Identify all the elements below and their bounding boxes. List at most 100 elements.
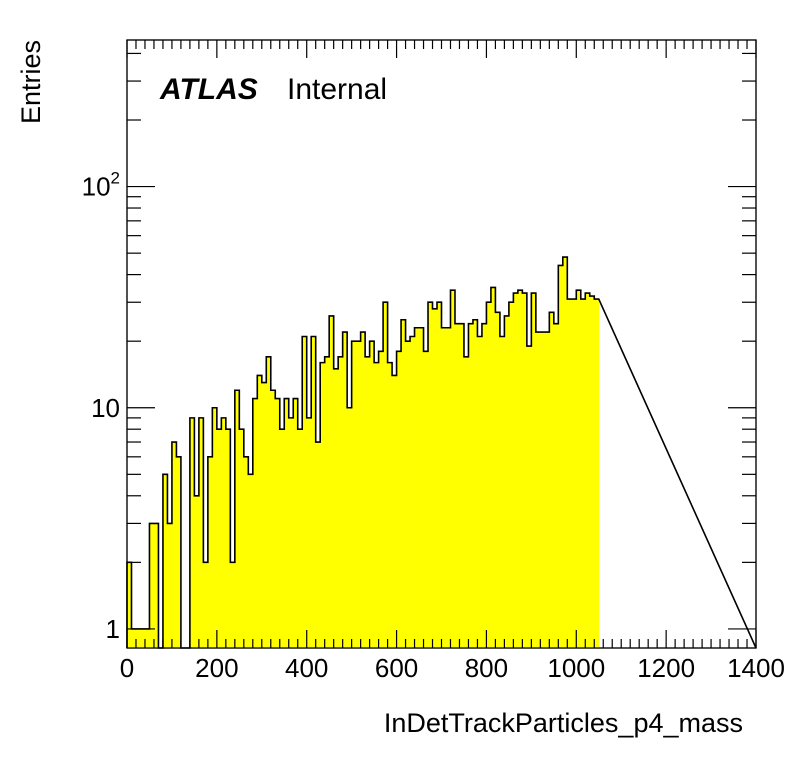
histogram-bar bbox=[396, 351, 402, 648]
histogram-bar bbox=[526, 346, 532, 648]
histogram-bar bbox=[517, 290, 523, 648]
histogram-bar bbox=[203, 562, 209, 648]
histogram-bar bbox=[477, 336, 483, 648]
histogram-layer bbox=[126, 256, 757, 649]
y-tick-label: 1 bbox=[106, 614, 120, 644]
histogram-bar bbox=[450, 290, 456, 648]
histogram-bar bbox=[369, 341, 375, 648]
histogram-bar bbox=[508, 302, 514, 648]
histogram-bar bbox=[472, 319, 478, 648]
histogram-bar bbox=[490, 287, 496, 648]
histogram-bar bbox=[347, 407, 353, 648]
histogram-bar bbox=[594, 299, 600, 648]
histogram-bar bbox=[284, 398, 290, 648]
histogram-bar bbox=[410, 336, 415, 648]
histogram-bar bbox=[252, 398, 258, 648]
histogram-bar bbox=[189, 417, 195, 648]
histogram-bar bbox=[324, 356, 330, 648]
histogram-bar bbox=[171, 442, 177, 648]
x-tick-label: 1200 bbox=[637, 653, 695, 683]
histogram-bar bbox=[225, 429, 231, 648]
histogram-bar bbox=[589, 296, 595, 648]
histogram-bar bbox=[544, 332, 550, 648]
histogram-bar bbox=[558, 265, 564, 648]
x-tick-label: 400 bbox=[285, 653, 328, 683]
histogram-bar bbox=[535, 332, 541, 648]
histogram-bar bbox=[140, 628, 146, 648]
histogram-bar bbox=[522, 293, 528, 648]
y-tick-label: 10 bbox=[91, 393, 120, 423]
histogram-bar bbox=[234, 390, 240, 648]
histogram-bar bbox=[504, 315, 510, 648]
histogram-bar bbox=[423, 351, 429, 648]
histogram-bar bbox=[288, 417, 294, 648]
histogram-bar bbox=[329, 315, 335, 648]
histogram-bar bbox=[176, 456, 182, 648]
histogram-bar bbox=[212, 407, 218, 648]
histogram-bar bbox=[441, 327, 447, 648]
histogram-bar bbox=[432, 308, 438, 648]
histogram-bar bbox=[221, 417, 227, 648]
histogram-bar bbox=[131, 628, 137, 648]
axes-layer: 0 200 400 600 800 1000 1200 1400 1 10 102 bbox=[82, 40, 785, 683]
histogram-bar bbox=[428, 302, 433, 648]
histogram-bar bbox=[531, 293, 537, 648]
histogram-bar bbox=[149, 523, 155, 648]
histogram-bar bbox=[342, 332, 348, 648]
histogram-bar bbox=[405, 341, 411, 648]
histogram-bar bbox=[338, 356, 344, 648]
histogram-bar bbox=[198, 417, 204, 648]
histogram-bar bbox=[162, 474, 168, 648]
histogram-bar bbox=[585, 293, 591, 648]
x-axis-title: InDetTrackParticles_p4_mass bbox=[384, 708, 743, 738]
histogram-bar bbox=[419, 327, 424, 648]
y-axis-title: Entries bbox=[16, 40, 46, 124]
histogram-bar bbox=[481, 323, 487, 648]
histogram-bar bbox=[297, 429, 303, 648]
histogram-bar bbox=[315, 442, 321, 648]
histogram-bar bbox=[392, 375, 397, 648]
histogram-bar bbox=[167, 523, 173, 648]
x-tick-label: 0 bbox=[120, 653, 134, 683]
histogram-bar bbox=[365, 356, 371, 648]
histogram-bar bbox=[306, 417, 312, 648]
histogram-bar bbox=[580, 299, 586, 648]
histogram-bar bbox=[553, 323, 559, 648]
histogram-bar bbox=[486, 302, 492, 648]
x-tick-label: 600 bbox=[375, 653, 418, 683]
x-tick-label: 1400 bbox=[727, 653, 785, 683]
histogram-bar bbox=[454, 323, 460, 648]
histogram-bar bbox=[401, 319, 406, 648]
histogram-bar bbox=[333, 368, 339, 648]
status-label: Internal bbox=[287, 73, 387, 106]
plot-frame-overlay bbox=[126, 39, 757, 649]
histogram-bar bbox=[356, 341, 362, 648]
histogram-bar bbox=[216, 429, 222, 648]
histogram-bar bbox=[243, 456, 249, 648]
histogram-bar bbox=[194, 495, 200, 648]
histogram-bar bbox=[383, 302, 388, 648]
histogram-bar bbox=[414, 327, 420, 648]
histogram-bar bbox=[257, 375, 263, 648]
experiment-label: ATLAS bbox=[159, 73, 258, 106]
histogram-bar bbox=[293, 398, 299, 648]
histogram-bar bbox=[230, 562, 236, 648]
histogram-bar bbox=[459, 323, 465, 648]
histogram-bar bbox=[374, 362, 379, 648]
histogram-bar bbox=[468, 323, 474, 648]
histogram-bar bbox=[239, 429, 245, 648]
histogram-bar bbox=[270, 390, 276, 648]
histogram-bar bbox=[445, 327, 451, 648]
histogram-bar bbox=[127, 562, 132, 648]
histogram-bar bbox=[437, 302, 442, 648]
histogram-bar bbox=[571, 299, 577, 648]
histogram-bar bbox=[266, 356, 272, 648]
histogram-bar bbox=[562, 257, 568, 648]
histogram-bar bbox=[144, 628, 150, 648]
histogram-bar bbox=[499, 336, 505, 648]
histogram-bar bbox=[495, 312, 501, 648]
histogram-bar bbox=[387, 362, 393, 648]
histogram-bar bbox=[567, 299, 573, 648]
histogram-bar bbox=[320, 362, 326, 648]
